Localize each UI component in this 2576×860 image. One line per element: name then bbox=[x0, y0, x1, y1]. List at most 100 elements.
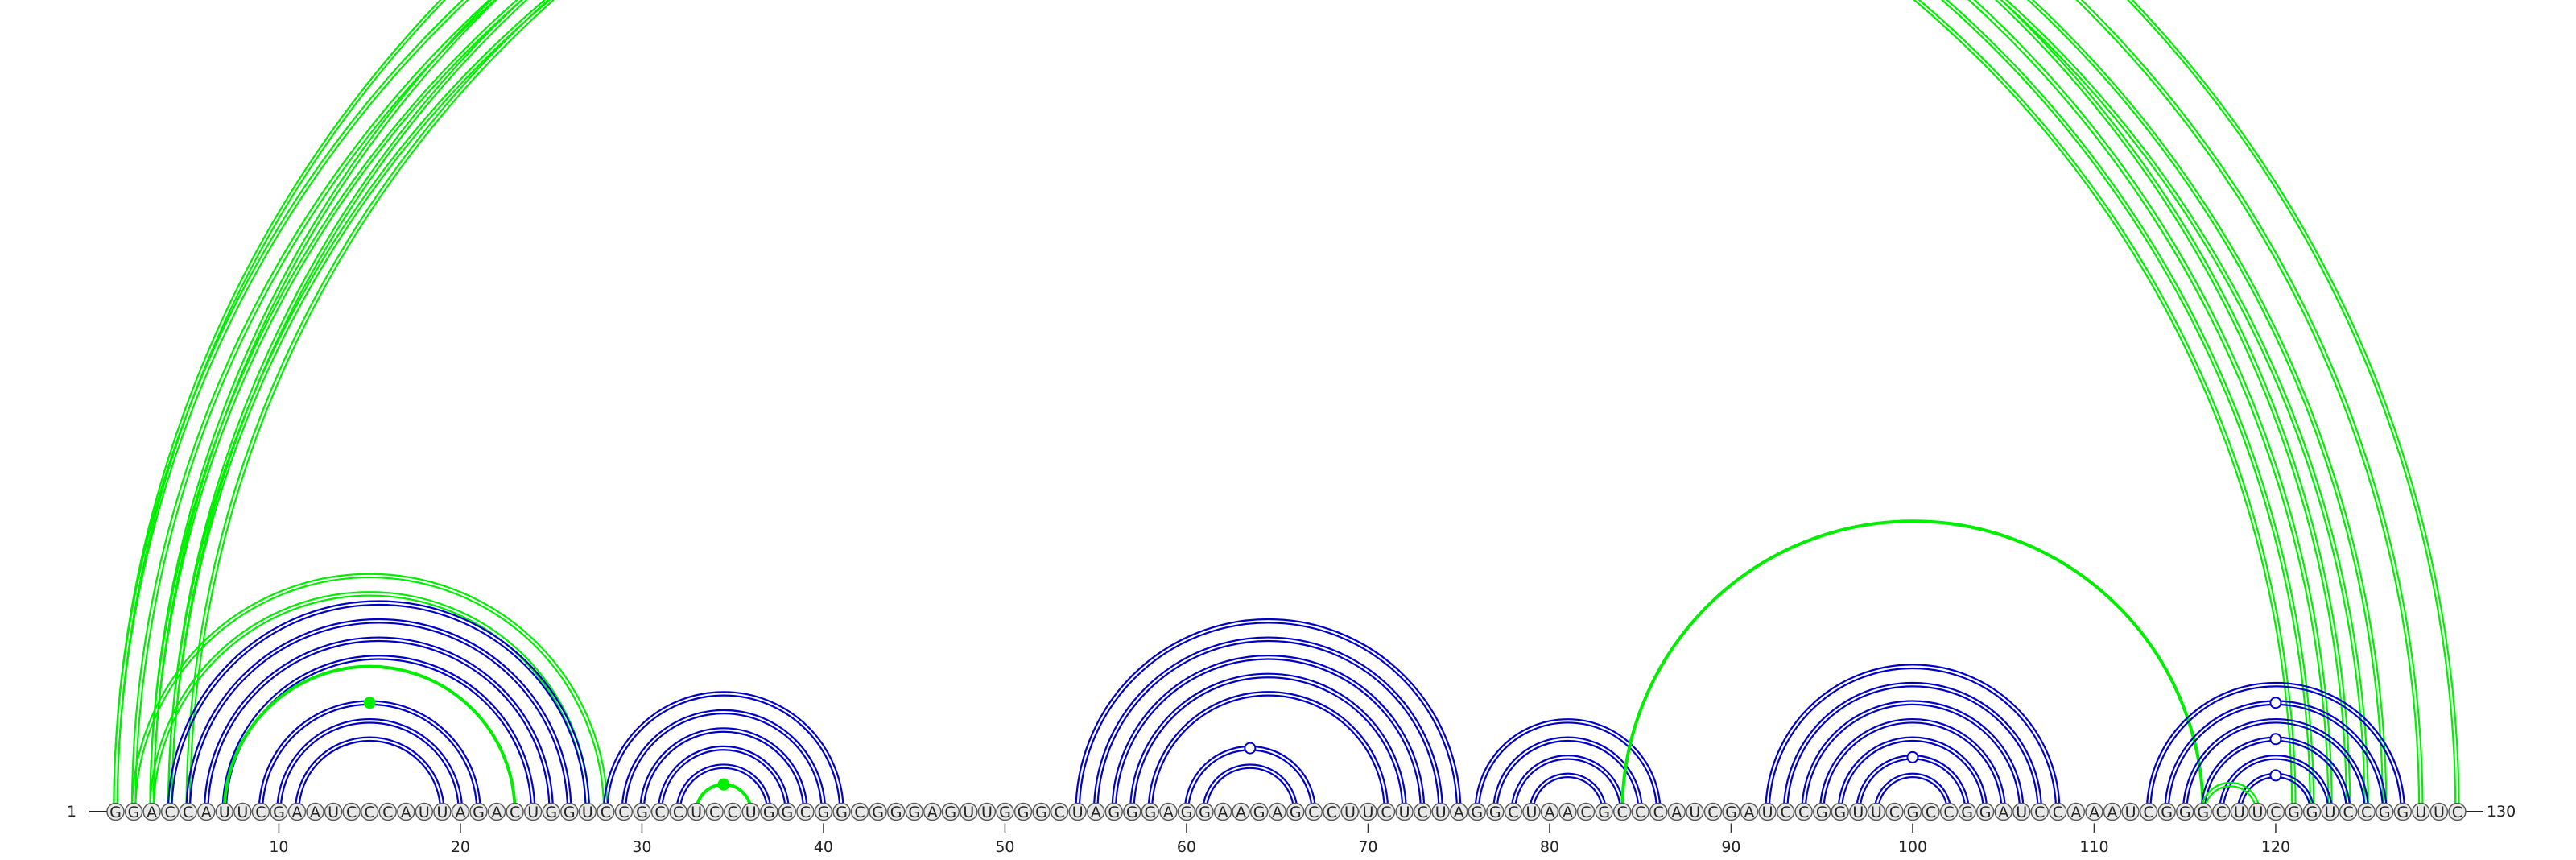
green-arc-3-128-a bbox=[154, 0, 2419, 812]
nucleotide-103: G bbox=[1958, 802, 1976, 821]
nucleotide-22: A bbox=[487, 802, 506, 821]
nucleotide-62: A bbox=[1213, 802, 1232, 821]
nucleotide-circle bbox=[778, 802, 797, 821]
nucleotide-letter: C bbox=[1780, 804, 1790, 821]
nucleotide-circle bbox=[1249, 802, 1269, 821]
blue-arc-30-39-b bbox=[639, 727, 808, 812]
nucleotide-19: U bbox=[433, 802, 452, 821]
blue-arc-94-106-b bbox=[1801, 700, 2025, 812]
nucleotide-2: G bbox=[124, 802, 143, 821]
blue-arc-92-108-b bbox=[1765, 664, 2061, 812]
nucleotide-circle bbox=[1431, 802, 1450, 821]
blue-arc-5-26-a bbox=[188, 622, 569, 812]
nucleotide-8: U bbox=[233, 802, 252, 821]
nucleotide-94: C bbox=[1794, 802, 1813, 821]
nucleotide-circle bbox=[650, 802, 670, 821]
nucleotide-letter: A bbox=[1163, 804, 1174, 821]
nucleotide-10: G bbox=[270, 802, 288, 821]
arcs-layer bbox=[114, 0, 2458, 812]
nucleotide-126: G bbox=[2376, 802, 2394, 821]
nucleotide-circle bbox=[324, 802, 343, 821]
nucleotide-circle bbox=[1722, 802, 1740, 821]
nucleotide-letter: A bbox=[310, 804, 320, 821]
nucleotide-circle bbox=[597, 802, 615, 821]
nucleotide-circle bbox=[142, 802, 161, 821]
nucleotide-letter: C bbox=[2216, 804, 2227, 821]
nucleotide-circle bbox=[1086, 802, 1105, 821]
nucleotide-29: C bbox=[614, 802, 634, 821]
blue-arc-95-105-a bbox=[1823, 721, 2003, 812]
nucleotide-letter: G bbox=[1253, 804, 1265, 821]
nucleotide-45: G bbox=[905, 802, 923, 821]
nucleotide-letter: C bbox=[1617, 804, 1628, 821]
nucleotide-84: C bbox=[1612, 802, 1632, 821]
nucleotide-108: C bbox=[2049, 802, 2067, 821]
blue-arc-29-40-b bbox=[621, 709, 827, 812]
nucleotide-letter: U bbox=[1852, 804, 1864, 821]
nucleotide-circle bbox=[760, 802, 778, 821]
nucleotide-127: G bbox=[2393, 802, 2413, 821]
blue-arc-58-71-a bbox=[1150, 694, 1385, 812]
nucleotide-122: G bbox=[2302, 802, 2322, 821]
nucleotide-letter: U bbox=[436, 804, 448, 821]
nucleotide-letter: C bbox=[346, 804, 357, 821]
nucleotide-1: G bbox=[106, 802, 125, 821]
blue-arc-92-108-a bbox=[1768, 667, 2058, 812]
nucleotide-13: U bbox=[324, 802, 343, 821]
nucleotide-117: C bbox=[2212, 802, 2231, 821]
blue-arc-31-38-a bbox=[661, 749, 786, 812]
nucleotide-letter: A bbox=[2089, 804, 2099, 821]
green-arc-4-121-b bbox=[168, 0, 2296, 812]
nucleotide-circle bbox=[415, 802, 434, 821]
nucleotide-circle bbox=[215, 802, 233, 821]
blue-arc-113-127-b bbox=[2145, 681, 2406, 812]
nucleotide-circle bbox=[923, 802, 942, 821]
green-arc-116-119-a bbox=[2203, 785, 2257, 812]
blue-arc-29-40-a bbox=[625, 713, 823, 812]
nucleotide-81: A bbox=[1558, 802, 1577, 821]
nucleotide-letter: C bbox=[2034, 804, 2045, 821]
nucleotide-circle bbox=[850, 802, 869, 821]
nucleotide-letter: G bbox=[1126, 804, 1138, 821]
nucleotide-circle bbox=[1195, 802, 1214, 821]
nucleotide-circle bbox=[1776, 802, 1795, 821]
nucleotide-letter: G bbox=[1018, 804, 1030, 821]
nucleotide-letter: C bbox=[165, 804, 175, 821]
nucleotide-41: G bbox=[832, 802, 851, 821]
nucleotide-letter: A bbox=[292, 804, 303, 821]
nucleotide-letter: U bbox=[1072, 804, 1084, 821]
nucleotide-111: A bbox=[2103, 802, 2122, 821]
blue-arc-9-21-b bbox=[258, 700, 481, 812]
nucleotide-105: A bbox=[1994, 802, 2013, 821]
nucleotide-circle bbox=[832, 802, 851, 821]
nucleotide-letter: C bbox=[2452, 804, 2462, 821]
blue-arc-10-20-a bbox=[279, 721, 460, 812]
blue-arc-93-107-b bbox=[1782, 681, 2043, 812]
markers-layer bbox=[363, 697, 2282, 791]
nucleotide-31: C bbox=[650, 802, 670, 821]
tick-label-20: 20 bbox=[451, 838, 470, 856]
nucleotide-letter: G bbox=[908, 804, 920, 821]
nucleotide-circle bbox=[1377, 802, 1396, 821]
nucleotide-circle bbox=[886, 802, 906, 821]
nucleotide-circle bbox=[2266, 802, 2285, 821]
tick-label-100: 100 bbox=[1898, 838, 1927, 856]
nucleotide-letter: G bbox=[1290, 804, 1302, 821]
nucleotide-53: C bbox=[1050, 802, 1069, 821]
nucleotide-letter: G bbox=[473, 804, 485, 821]
nucleotide-65: A bbox=[1268, 802, 1286, 821]
nucleotide-letter: A bbox=[1091, 804, 1101, 821]
blue-arc-54-75-b bbox=[1075, 618, 1462, 812]
nucleotide-123: U bbox=[2321, 802, 2339, 821]
nucleotide-circle bbox=[2085, 802, 2103, 821]
nucleotide-circle bbox=[960, 802, 978, 821]
nucleotide-circle bbox=[814, 802, 833, 821]
nucleotide-letter: G bbox=[1598, 804, 1610, 821]
green-arc-3-27-b bbox=[149, 591, 591, 812]
nucleotide-letter: G bbox=[944, 804, 956, 821]
nucleotide-circle bbox=[977, 802, 997, 821]
nucleotide-circle bbox=[1740, 802, 1759, 821]
nucleotide-60: G bbox=[1177, 802, 1196, 821]
nucleotide-letter: G bbox=[2306, 804, 2318, 821]
nucleotide-letter: C bbox=[1580, 804, 1591, 821]
